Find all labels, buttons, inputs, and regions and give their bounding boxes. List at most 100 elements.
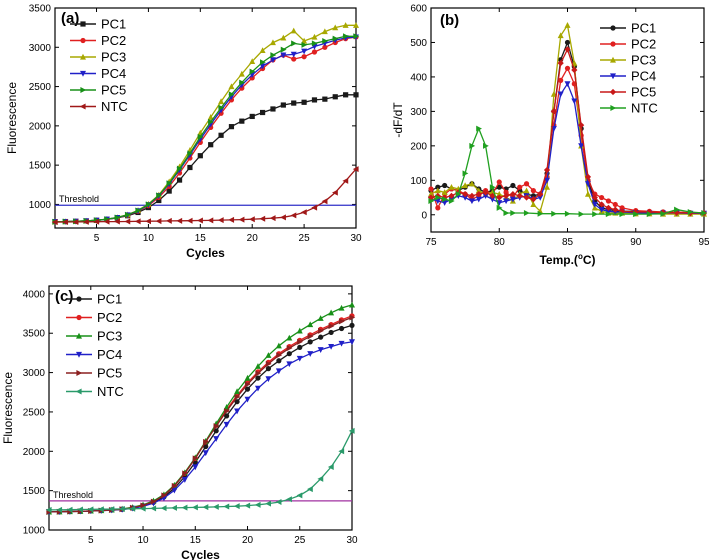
- legend-entry: PC5: [101, 83, 126, 98]
- legend-marker: [76, 314, 82, 321]
- data-point: [503, 189, 509, 195]
- legend-entry: NTC: [97, 384, 124, 399]
- legend-marker: [76, 296, 82, 302]
- x-tick-label: 85: [562, 237, 574, 248]
- y-tick-label: 100: [410, 176, 427, 187]
- data-point: [523, 181, 530, 187]
- data-point: [475, 190, 482, 198]
- data-point: [171, 487, 178, 494]
- x-tick-label: 20: [247, 233, 259, 244]
- data-point: [496, 179, 502, 185]
- legend-entry: PC5: [97, 366, 122, 381]
- x-axis-label: Cycles: [186, 246, 225, 260]
- data-point: [297, 338, 303, 345]
- data-point: [269, 215, 276, 222]
- data-point: [254, 501, 261, 508]
- data-point: [428, 190, 434, 197]
- x-tick-label: 80: [494, 237, 506, 248]
- data-point: [342, 177, 349, 184]
- data-point: [599, 194, 605, 201]
- data-point: [483, 142, 489, 149]
- data-point: [687, 209, 694, 216]
- legend-entry: PC1: [97, 292, 122, 307]
- data-point: [338, 318, 345, 325]
- data-point: [564, 39, 571, 46]
- series-line: [48, 315, 353, 513]
- data-point: [510, 182, 516, 189]
- data-point: [571, 66, 578, 74]
- data-point: [296, 327, 303, 334]
- data-point: [228, 216, 235, 223]
- legend-marker: [76, 332, 82, 339]
- data-point: [213, 428, 219, 434]
- data-point: [297, 344, 303, 350]
- data-point: [701, 210, 708, 217]
- data-point: [307, 321, 314, 328]
- data-point: [207, 217, 214, 224]
- legend-entry: PC2: [631, 37, 656, 52]
- data-point: [165, 217, 172, 224]
- data-point: [353, 33, 360, 40]
- data-point: [129, 505, 136, 512]
- data-point: [307, 486, 313, 493]
- x-axis-label-main: Temp.(: [539, 253, 577, 267]
- data-point: [442, 182, 448, 189]
- data-point: [544, 177, 551, 184]
- data-point: [612, 206, 619, 213]
- data-point: [286, 351, 292, 357]
- data-point: [125, 211, 131, 218]
- data-point: [254, 363, 261, 369]
- data-point: [605, 208, 612, 215]
- data-point: [496, 194, 503, 201]
- data-point: [244, 396, 251, 403]
- data-point: [239, 79, 246, 86]
- data-point: [291, 56, 297, 62]
- series-line: [430, 66, 705, 214]
- y-tick-label: 600: [410, 4, 427, 15]
- legend-entry: PC4: [631, 69, 656, 84]
- data-point: [244, 374, 251, 381]
- y-tick-label: 2500: [29, 82, 52, 93]
- data-point: [502, 192, 510, 199]
- data-point: [673, 209, 680, 216]
- data-point: [114, 214, 121, 221]
- data-point: [275, 342, 282, 349]
- data-point: [290, 212, 297, 219]
- x-axis-label-end: C): [583, 253, 596, 267]
- legend-marker: [80, 37, 86, 44]
- x-tick-label: 30: [350, 233, 362, 244]
- legend-marker: [610, 105, 617, 111]
- y-tick-label: 2500: [23, 407, 46, 418]
- data-point: [186, 217, 193, 224]
- data-point: [564, 81, 571, 88]
- data-point: [516, 192, 523, 199]
- data-point: [296, 355, 303, 362]
- panel-a: 5 10 15 20 25 30 1000 1500 2000 2500 3000 3500 Cycle…: [5, 4, 362, 261]
- legend-entry: NTC: [101, 99, 128, 114]
- data-point: [349, 322, 355, 328]
- data-point: [442, 196, 448, 203]
- data-point: [233, 503, 240, 510]
- data-point: [301, 41, 308, 48]
- data-point: [238, 70, 245, 77]
- data-point: [482, 189, 489, 196]
- data-point: [150, 498, 157, 505]
- data-point: [441, 189, 448, 195]
- legend-marker: [80, 53, 86, 60]
- x-tick-label: 25: [294, 535, 306, 546]
- data-point: [197, 153, 203, 159]
- x-tick-label: 5: [94, 233, 100, 244]
- data-point: [584, 173, 592, 180]
- x-tick-label: 90: [630, 237, 642, 248]
- data-point: [166, 180, 173, 187]
- series-ntc: [428, 125, 708, 218]
- data-point: [223, 503, 230, 510]
- data-point: [523, 210, 530, 217]
- data-point: [217, 217, 224, 224]
- data-point: [192, 464, 199, 471]
- data-point: [176, 217, 183, 224]
- data-point: [301, 37, 308, 44]
- data-point: [332, 24, 339, 31]
- y-axis-label: Fluorescence: [1, 372, 15, 444]
- legend-marker: [80, 87, 87, 93]
